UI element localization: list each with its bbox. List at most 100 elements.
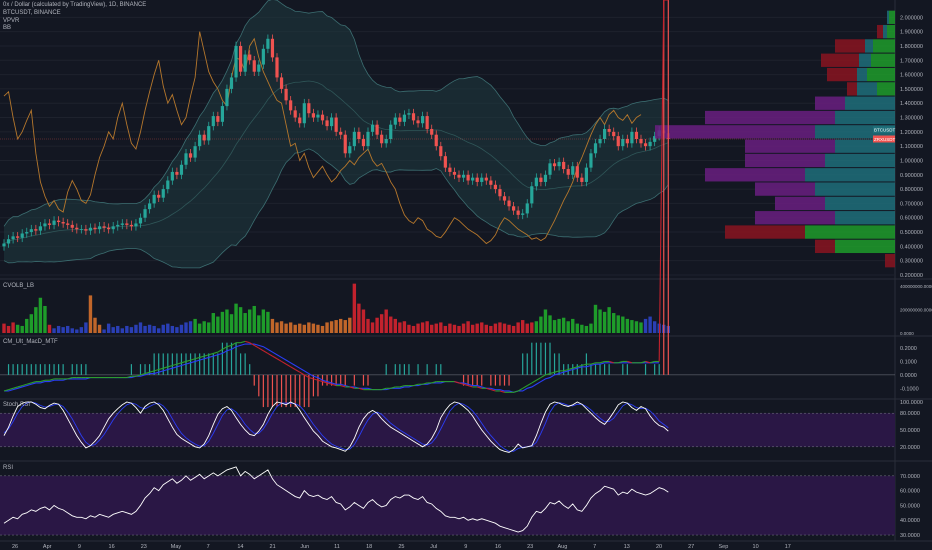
candle-body bbox=[179, 164, 184, 175]
macd-line-segment bbox=[204, 354, 209, 357]
volume-y-tick: 200000000.0000 bbox=[900, 308, 932, 313]
y-tick-label: 1.700000 bbox=[900, 58, 923, 64]
volume-bar bbox=[43, 305, 47, 333]
candle-body bbox=[525, 203, 529, 214]
volume-bar bbox=[375, 317, 379, 333]
candle-body bbox=[612, 131, 616, 137]
rsi-line bbox=[3, 466, 669, 533]
y-tick-label: 0.900000 bbox=[900, 173, 923, 179]
volume-profile-teal bbox=[845, 96, 895, 110]
candle-body bbox=[430, 128, 434, 135]
volume-profile-purple bbox=[815, 96, 845, 110]
candle-body bbox=[43, 223, 47, 227]
volume-bar bbox=[425, 321, 429, 333]
volume-bar bbox=[511, 325, 516, 333]
candle-body bbox=[261, 48, 265, 65]
macd-line-segment bbox=[226, 344, 232, 348]
volume-bar bbox=[612, 313, 616, 333]
candle-body bbox=[530, 186, 534, 204]
macd-line-segment bbox=[572, 366, 578, 369]
candle-body bbox=[384, 139, 388, 144]
candle-body bbox=[502, 196, 507, 201]
volume-profile-green bbox=[887, 24, 895, 39]
volume-bar bbox=[188, 321, 193, 333]
volume-profile-red bbox=[835, 39, 865, 53]
candle-body bbox=[2, 243, 6, 247]
x-tick-label: Apr bbox=[43, 544, 52, 550]
candle-body bbox=[47, 223, 52, 225]
macd-line-segment bbox=[190, 358, 196, 361]
macd-line-segment bbox=[67, 377, 73, 380]
macd-line-segment bbox=[627, 360, 633, 364]
volume-bar bbox=[439, 322, 443, 333]
volume-bar bbox=[166, 323, 170, 333]
macd-y-tick: 0.1000 bbox=[900, 359, 917, 365]
macd-line-segment bbox=[26, 382, 32, 385]
candle-body bbox=[97, 226, 102, 230]
volume-bar bbox=[525, 323, 529, 333]
y-tick-label: 0.400000 bbox=[900, 244, 923, 250]
volume-profile-teal bbox=[815, 182, 895, 196]
candle-body bbox=[471, 177, 475, 181]
volume-profile-teal bbox=[805, 168, 895, 182]
volume-bar bbox=[521, 320, 525, 333]
macd-line-segment bbox=[126, 375, 132, 379]
volume-bar bbox=[175, 327, 179, 333]
macd-line-segment bbox=[181, 360, 187, 364]
candle-body bbox=[152, 194, 156, 204]
macd-line-segment bbox=[526, 382, 533, 387]
volume-profile-red bbox=[815, 239, 835, 254]
stoch-band bbox=[0, 413, 895, 447]
candle-body bbox=[225, 88, 229, 107]
candle-body bbox=[198, 134, 202, 147]
macd-line-segment bbox=[590, 362, 596, 365]
candle-body bbox=[434, 134, 438, 147]
volume-bar bbox=[530, 322, 534, 333]
volume-bar bbox=[498, 322, 502, 333]
volume-bar bbox=[320, 325, 325, 333]
rsi-y-tick: 60.0000 bbox=[900, 489, 920, 495]
candle-body bbox=[270, 38, 275, 58]
volume-bar bbox=[302, 324, 306, 333]
macd-line-segment bbox=[12, 386, 18, 389]
candle-body bbox=[339, 131, 343, 135]
macd-line-segment bbox=[149, 370, 155, 373]
candle-body bbox=[607, 128, 611, 132]
volume-bar bbox=[79, 327, 84, 333]
candle-body bbox=[293, 110, 297, 118]
x-tick-label: 13 bbox=[624, 544, 630, 550]
x-tick-label: 7 bbox=[207, 544, 210, 550]
volume-bar bbox=[116, 325, 120, 333]
candle-body bbox=[411, 113, 416, 121]
candle-body bbox=[534, 177, 538, 187]
volume-bar bbox=[120, 328, 124, 333]
volume-bar bbox=[398, 322, 402, 333]
y-tick-label: 1.600000 bbox=[900, 73, 923, 79]
stoch-y-tick: 80.0000 bbox=[900, 411, 920, 417]
candle-body bbox=[325, 120, 329, 127]
volume-bar bbox=[15, 324, 20, 333]
volume-profile-purple bbox=[755, 182, 815, 196]
volume-profile-purple bbox=[745, 153, 825, 168]
candle-body bbox=[111, 226, 115, 230]
x-tick-label: 26 bbox=[12, 544, 18, 550]
candle-body bbox=[493, 184, 497, 190]
volume-bar bbox=[557, 318, 561, 333]
volume-bar bbox=[339, 318, 343, 333]
y-tick-label: 1.100000 bbox=[900, 144, 923, 150]
candle-body bbox=[61, 222, 65, 224]
candle-body bbox=[57, 220, 61, 223]
btc-price-label: BTCUSDT bbox=[874, 128, 896, 133]
candle-body bbox=[461, 174, 466, 178]
y-tick-label: 0.600000 bbox=[900, 216, 923, 222]
macd-line-segment bbox=[3, 389, 9, 392]
candle-body bbox=[370, 124, 375, 132]
volume-bar bbox=[184, 322, 188, 333]
macd-line-segment bbox=[413, 383, 419, 387]
volume-profile-red bbox=[827, 67, 857, 82]
volume-profile-teal bbox=[835, 139, 895, 153]
vpvr-legend: VPVR bbox=[3, 18, 20, 24]
x-tick-label: Jun bbox=[300, 544, 309, 550]
volume-bar bbox=[393, 318, 397, 333]
